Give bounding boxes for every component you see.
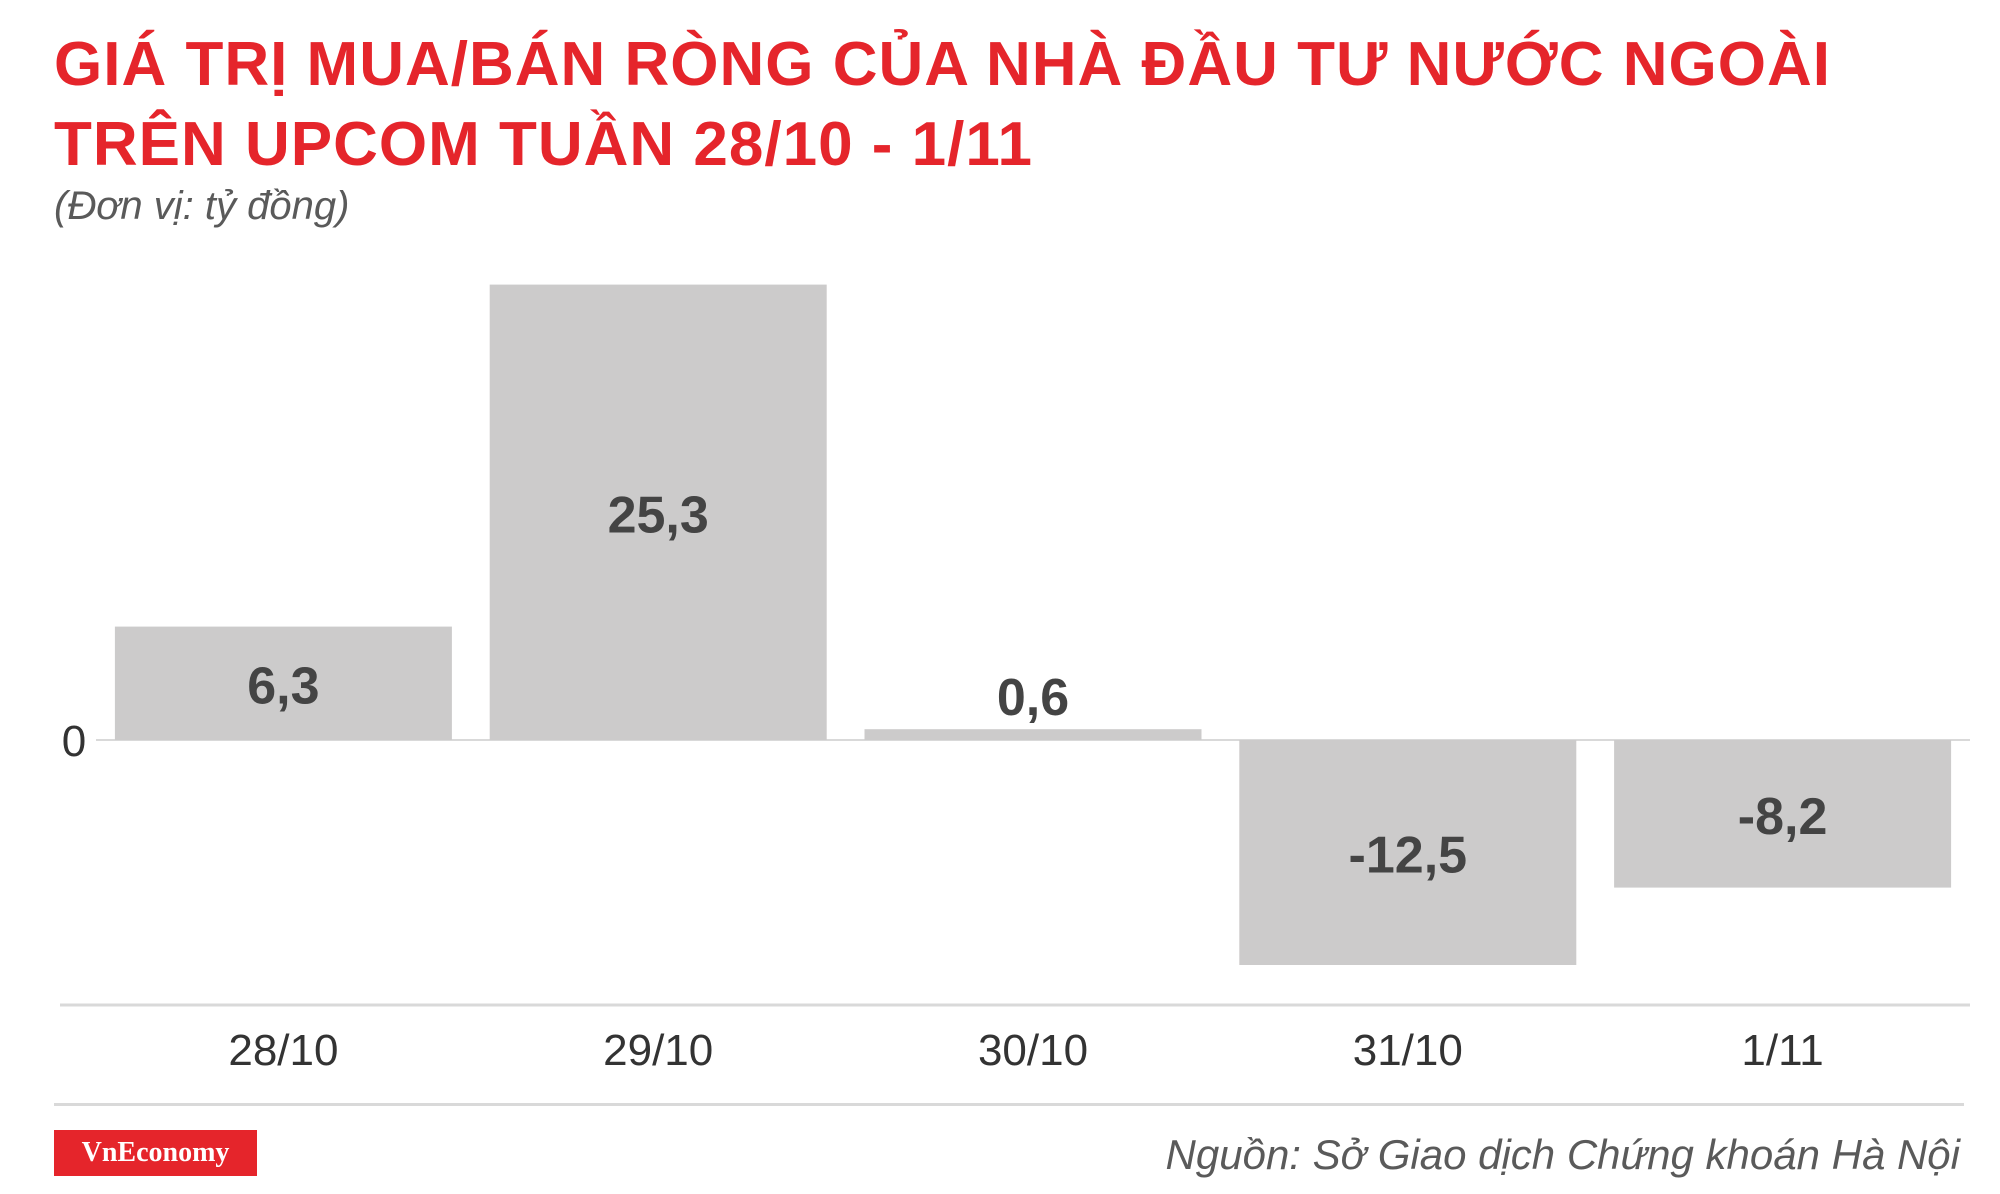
data-label: 0,6 — [997, 669, 1069, 727]
data-label: -8,2 — [1738, 788, 1828, 846]
y-tick-label: 0 — [62, 717, 86, 766]
x-tick-label: 30/10 — [978, 1026, 1088, 1075]
bar — [114, 626, 452, 740]
bar — [489, 284, 827, 740]
bar — [864, 729, 1202, 740]
bar-chart: 0 6,3 28/10 25,3 29/10 0,6 30/10 -12,5 31/10 -8,2… — [60, 284, 1970, 1075]
source-note: Nguồn: Sở Giao dịch Chứng khoán Hà Nội — [1165, 1131, 1960, 1178]
x-tick-label: 31/10 — [1353, 1026, 1463, 1075]
vneconomy-logo: VnEconomy — [54, 1130, 257, 1176]
data-label: 6,3 — [247, 657, 319, 715]
x-tick-label: 1/11 — [1741, 1026, 1823, 1075]
unit-note: (Đơn vị: tỷ đồng) — [54, 184, 350, 228]
bar — [1239, 740, 1577, 965]
footer-divider — [54, 1103, 1964, 1106]
chart-title-line-1: GIÁ TRỊ MUA/BÁN RÒNG CỦA NHÀ ĐẦU TƯ NƯỚC… — [54, 30, 1831, 99]
data-label: -12,5 — [1349, 827, 1468, 885]
x-tick-label: 29/10 — [603, 1026, 713, 1075]
x-tick-label: 28/10 — [228, 1026, 338, 1075]
chart-title-line-2: TRÊN UPCOM TUẦN 28/10 - 1/11 — [54, 110, 1033, 179]
bar — [1614, 740, 1952, 888]
data-label: 25,3 — [608, 486, 709, 544]
